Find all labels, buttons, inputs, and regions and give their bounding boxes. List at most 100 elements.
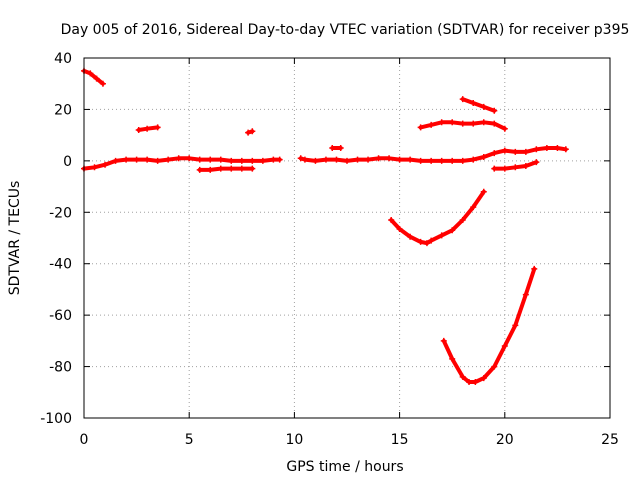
data-point bbox=[554, 145, 561, 151]
data-point bbox=[491, 150, 498, 157]
data-point bbox=[480, 103, 487, 110]
series-4 bbox=[81, 155, 283, 172]
data-point bbox=[407, 233, 414, 240]
data-point bbox=[144, 156, 151, 163]
data-point bbox=[93, 75, 100, 82]
data-point bbox=[354, 156, 361, 163]
data-point bbox=[470, 100, 477, 106]
data-point bbox=[396, 226, 403, 232]
series-6 bbox=[297, 145, 569, 164]
x-tick-label: 20 bbox=[496, 432, 514, 448]
data-point bbox=[270, 156, 277, 163]
data-point bbox=[512, 322, 519, 329]
data-point bbox=[228, 165, 235, 172]
data-point bbox=[522, 148, 529, 155]
data-point bbox=[228, 157, 235, 164]
x-tick-label: 15 bbox=[391, 432, 409, 448]
plot-frame bbox=[83, 57, 611, 419]
data-point bbox=[501, 125, 508, 132]
data-point bbox=[501, 165, 508, 172]
data-point bbox=[466, 379, 473, 385]
data-point bbox=[312, 157, 319, 164]
data-series bbox=[81, 67, 569, 385]
x-tick-label: 10 bbox=[285, 432, 303, 448]
data-point bbox=[407, 156, 414, 163]
series-8 bbox=[417, 119, 508, 132]
data-point bbox=[459, 373, 466, 380]
data-point bbox=[112, 157, 119, 164]
data-point bbox=[386, 155, 393, 162]
series-line bbox=[82, 68, 105, 86]
data-point bbox=[249, 165, 256, 172]
data-point bbox=[459, 96, 466, 103]
data-point bbox=[207, 156, 214, 163]
grid-lines bbox=[84, 58, 610, 418]
data-point bbox=[459, 157, 466, 164]
data-point bbox=[259, 157, 266, 164]
data-point bbox=[512, 148, 519, 155]
data-point bbox=[470, 204, 477, 211]
data-point bbox=[87, 70, 94, 77]
data-point bbox=[470, 156, 477, 163]
series-3 bbox=[329, 145, 344, 151]
series-line bbox=[389, 189, 486, 246]
y-tick-label: 0 bbox=[63, 154, 72, 170]
data-point bbox=[480, 188, 487, 195]
data-point bbox=[491, 120, 498, 127]
data-point bbox=[238, 157, 245, 164]
data-point bbox=[459, 217, 466, 223]
data-point bbox=[217, 165, 224, 172]
data-point bbox=[480, 154, 487, 160]
data-point bbox=[91, 164, 98, 171]
data-point bbox=[531, 265, 538, 272]
series-10 bbox=[388, 188, 487, 247]
y-tick-label: -60 bbox=[49, 308, 72, 324]
data-point bbox=[438, 119, 445, 126]
data-point bbox=[154, 157, 161, 164]
x-tick-label: 25 bbox=[601, 432, 619, 448]
data-point bbox=[123, 156, 130, 163]
data-point bbox=[217, 156, 224, 163]
data-point bbox=[428, 157, 435, 164]
series-line bbox=[441, 266, 537, 384]
data-point bbox=[423, 240, 430, 247]
data-point bbox=[186, 155, 193, 162]
data-point bbox=[470, 120, 477, 127]
x-axis-label: GPS time / hours bbox=[286, 459, 403, 475]
y-tick-label: -20 bbox=[49, 205, 72, 221]
y-tick-label: 40 bbox=[54, 51, 72, 67]
data-point bbox=[417, 157, 424, 164]
data-point bbox=[196, 166, 203, 173]
data-point bbox=[459, 120, 466, 127]
data-point bbox=[480, 375, 487, 382]
data-point bbox=[175, 155, 182, 162]
data-point bbox=[512, 164, 519, 171]
data-point bbox=[428, 121, 435, 128]
series-9 bbox=[459, 96, 498, 114]
data-point bbox=[375, 155, 382, 162]
data-point bbox=[417, 238, 424, 245]
series-11 bbox=[440, 265, 538, 385]
data-point bbox=[543, 145, 550, 151]
series-line bbox=[460, 97, 497, 113]
x-tick-label: 5 bbox=[185, 432, 194, 448]
data-point bbox=[333, 156, 340, 163]
data-point bbox=[337, 145, 344, 151]
data-point bbox=[522, 163, 529, 169]
y-tick-label: -40 bbox=[49, 257, 72, 273]
x-tick-label: 0 bbox=[80, 432, 89, 448]
data-point bbox=[438, 157, 445, 164]
data-point bbox=[562, 146, 569, 153]
data-point bbox=[491, 363, 498, 370]
series-5 bbox=[196, 165, 256, 173]
data-point bbox=[501, 147, 508, 154]
data-point bbox=[449, 355, 456, 362]
data-point bbox=[438, 232, 445, 239]
data-point bbox=[533, 146, 540, 153]
data-point bbox=[245, 129, 252, 136]
data-point bbox=[501, 343, 508, 349]
data-point bbox=[522, 291, 529, 298]
data-point bbox=[449, 227, 456, 234]
